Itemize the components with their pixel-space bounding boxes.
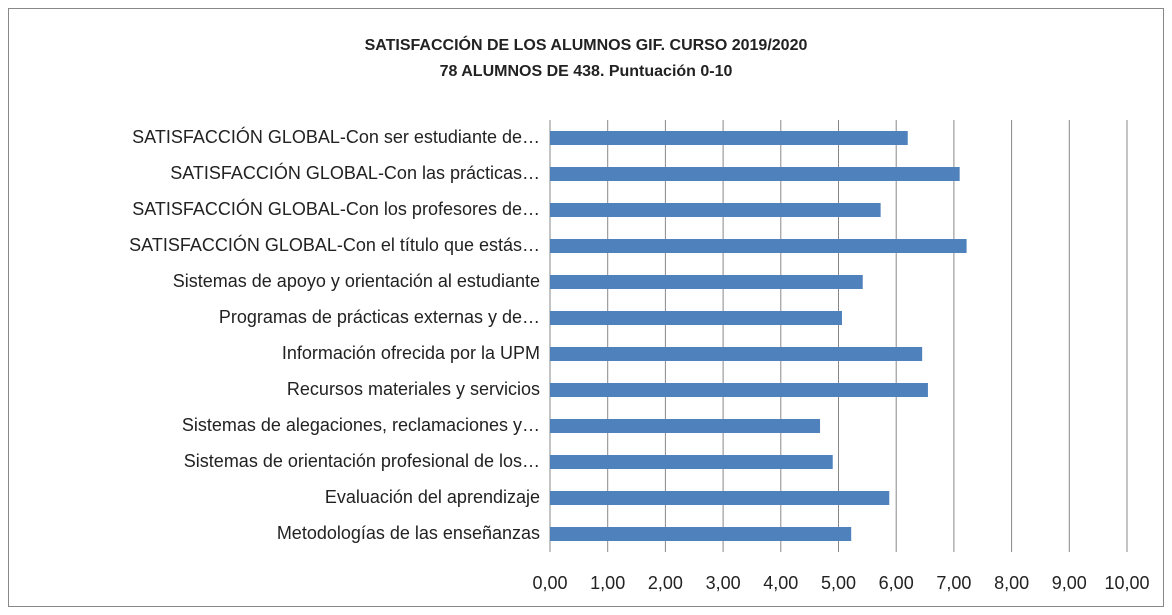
chart-subtitle: 78 ALUMNOS DE 438. Puntuación 0-10 [440,63,733,80]
x-tick-label: 10,00 [1104,573,1149,593]
bar [550,419,821,433]
x-tick-label: 1,00 [590,573,625,593]
x-tick-label: 6,00 [879,573,914,593]
y-tick-label: SATISFACCIÓN GLOBAL-Con los profesores d… [132,198,540,219]
y-tick-label: Recursos materiales y servicios [287,379,540,399]
chart-border [8,8,1164,607]
bar [550,383,928,397]
x-tick-label: 0,00 [532,573,567,593]
bar [550,491,890,505]
x-tick-label: 8,00 [994,573,1029,593]
bar [550,167,960,181]
bar [550,239,967,253]
y-tick-label: Sistemas de orientación profesional de l… [184,451,540,471]
x-tick-label: 9,00 [1052,573,1087,593]
x-tick-label: 2,00 [648,573,683,593]
x-tick-label: 5,00 [821,573,856,593]
y-tick-label: Información ofrecida por la UPM [282,343,540,363]
x-tick-label: 4,00 [763,573,798,593]
x-tick-label: 7,00 [936,573,971,593]
y-tick-label: Programas de prácticas externas y de… [219,307,540,327]
bar [550,203,881,217]
bar [550,131,908,145]
y-tick-label: SATISFACCIÓN GLOBAL-Con el título que es… [129,234,540,255]
bar [550,455,833,469]
y-tick-label: SATISFACCIÓN GLOBAL-Con las prácticas… [170,162,540,183]
y-tick-label: Metodologías de las enseñanzas [277,523,540,543]
bar [550,347,923,361]
y-tick-label: SATISFACCIÓN GLOBAL-Con ser estudiante d… [132,126,540,147]
bar [550,275,863,289]
y-tick-label: Evaluación del aprendizaje [325,487,540,507]
y-tick-label: Sistemas de alegaciones, reclamaciones y… [182,415,540,435]
chart-title: SATISFACCIÓN DE LOS ALUMNOS GIF. CURSO 2… [365,35,808,54]
y-tick-label: Sistemas de apoyo y orientación al estud… [173,271,540,291]
bar [550,527,852,541]
bar [550,311,842,325]
x-tick-label: 3,00 [706,573,741,593]
